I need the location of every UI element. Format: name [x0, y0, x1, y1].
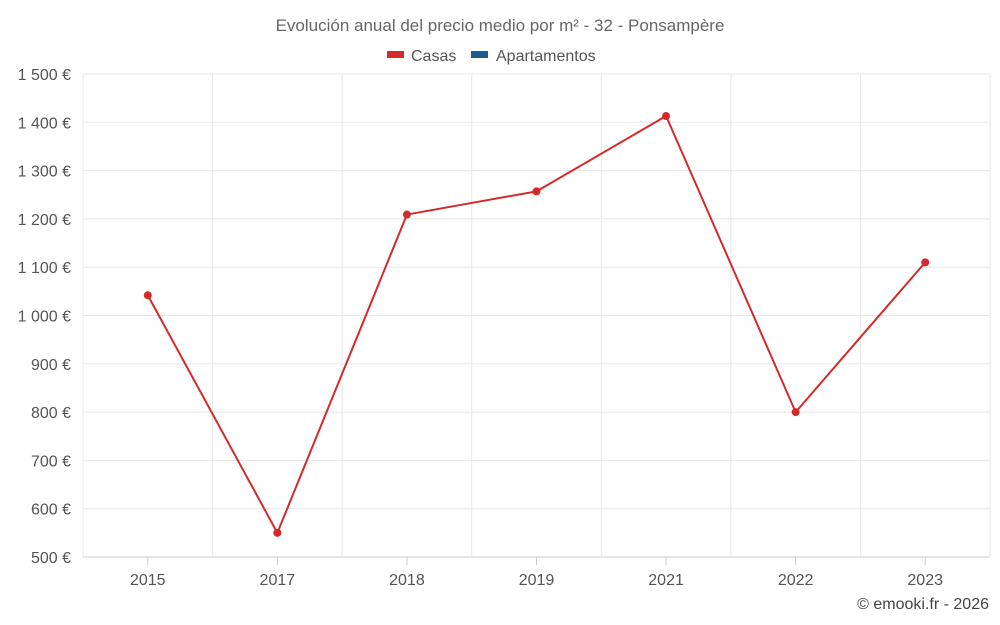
chart-title: Evolución anual del precio medio por m² … — [276, 16, 725, 35]
legend-swatch-apartamentos — [471, 51, 488, 58]
legend-item-casas[interactable]: Casas — [387, 48, 456, 65]
y-tick-label: 1 500 € — [18, 67, 71, 84]
y-tick-label: 500 € — [31, 550, 71, 567]
x-tick-label: 2015 — [130, 572, 166, 589]
data-point-casas[interactable] — [143, 291, 152, 300]
gridlines — [82, 73, 991, 558]
x-tick-label: 2018 — [389, 572, 425, 589]
x-axis: 2015 2017 2018 2019 2021 2022 2023 — [130, 557, 943, 589]
y-tick-label: 1 100 € — [18, 260, 71, 277]
credit-text: © emooki.fr - 2026 — [857, 596, 989, 613]
y-tick-label: 900 € — [31, 357, 71, 374]
legend-label-apartamentos: Apartamentos — [496, 48, 596, 65]
y-tick-label: 800 € — [31, 405, 71, 422]
series-casas — [143, 112, 930, 537]
x-tick-label: 2017 — [260, 572, 296, 589]
legend-swatch-casas — [387, 51, 404, 58]
legend-label-casas: Casas — [411, 48, 456, 65]
data-point-casas[interactable] — [921, 258, 930, 267]
x-tick-label: 2021 — [648, 572, 684, 589]
y-tick-label: 1 400 € — [18, 115, 71, 132]
y-axis: 500 € 600 € 700 € 800 € 900 € 1 000 € 1 100 € 1… — [18, 67, 71, 567]
data-point-casas[interactable] — [662, 112, 671, 121]
data-point-casas[interactable] — [791, 408, 800, 417]
y-tick-label: 1 200 € — [18, 212, 71, 229]
data-point-casas[interactable] — [273, 528, 282, 537]
data-point-casas[interactable] — [532, 187, 541, 196]
series-line-casas — [146, 115, 926, 534]
legend-item-apartamentos[interactable]: Apartamentos — [471, 48, 596, 65]
y-tick-label: 600 € — [31, 502, 71, 519]
x-tick-label: 2022 — [778, 572, 814, 589]
y-tick-label: 1 000 € — [18, 309, 71, 326]
data-point-casas[interactable] — [402, 210, 411, 219]
x-tick-label: 2019 — [519, 572, 555, 589]
x-tick-label: 2023 — [907, 572, 943, 589]
legend: Casas Apartamentos — [387, 48, 596, 65]
y-tick-label: 1 300 € — [18, 164, 71, 181]
y-tick-label: 700 € — [31, 453, 71, 470]
